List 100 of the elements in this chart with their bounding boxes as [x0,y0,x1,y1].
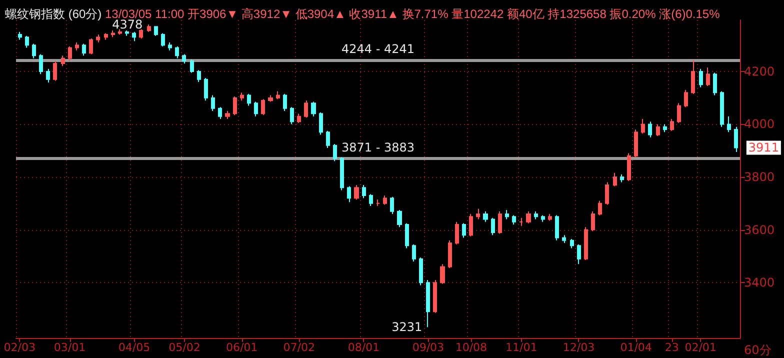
candlestick [412,244,416,262]
candlestick [261,98,265,116]
candlestick [118,28,122,36]
candlestick [548,213,552,222]
candlestick [663,124,667,133]
x-tick-label: 02/01 [684,341,716,354]
x-tick-label: 06/01 [226,341,258,354]
x-tick-label: 12/03 [562,341,595,354]
candlestick [684,89,688,108]
candlestick [656,124,660,137]
candlestick [354,184,359,200]
candlestick [699,68,703,88]
candlestick [720,90,724,128]
candlestick [562,234,566,244]
candlestick [369,194,373,207]
candlestick [483,210,488,222]
ref-line-label: 4244 - 4241 [341,42,415,56]
candlestick [383,194,387,206]
candlestick [96,34,100,43]
y-tick-label: 3800 [744,170,775,184]
candlestick [82,43,86,56]
candlestick [405,222,409,249]
candlestick [634,129,638,158]
candlestick [555,214,559,241]
x-tick-label: 04/05 [118,341,150,354]
x-tick-label: 08/01 [348,341,380,354]
candlestick [75,42,79,51]
candlestick [476,208,480,220]
candlestick [727,116,731,133]
candlestick [734,126,738,152]
candlestick [419,257,423,286]
candlestick [505,210,509,220]
y-tick-label: 4200 [744,64,775,78]
x-tick-label: 02/03 [4,341,36,354]
candlestick [25,35,29,48]
candlestick [433,279,437,314]
candlestick [197,70,201,83]
candlestick [376,198,380,207]
candlestick [613,172,617,187]
candlestick [283,93,287,112]
candlestick [534,210,538,220]
candlestick [641,118,645,134]
y-tick-label: 3600 [744,222,775,237]
candlestick [440,264,445,284]
candlestick [426,279,430,328]
candlestick [233,96,237,116]
candlestick [190,59,194,74]
candlestick [620,174,624,183]
candlestick [290,106,294,125]
candlestick [53,60,57,82]
candlestick [584,226,588,261]
candlestick [340,156,344,191]
candlestick [326,130,330,148]
candlestick [32,43,36,59]
candlestick [577,244,581,265]
candlestick [104,32,108,40]
candlestick [713,72,717,96]
candlestick [211,94,215,112]
candlestick [397,210,402,228]
candlestick [591,210,595,232]
candlestick [333,144,337,162]
candlestick [512,214,516,226]
candlestick [627,152,631,182]
candlestick [168,42,172,51]
candlestick [240,92,244,101]
candlestick [89,38,93,55]
candlestick [706,67,710,86]
candlestick [462,222,466,238]
chart-title: 螺纹钢指数 (60分) [5,7,102,21]
candlestick [469,213,473,237]
candlestick [254,101,258,117]
y-tick-label: 4000 [744,117,775,132]
candlestick [111,30,115,38]
x-axis-title: 60分 [744,343,772,357]
x-tick-label: 03/01 [54,341,86,354]
candlestick [297,113,301,124]
candlestick [311,101,316,117]
candlestick [362,184,366,199]
candlestick [541,214,545,222]
text: 3911 [748,140,779,155]
x-tick-label: 11/01 [506,341,538,354]
candlestick [276,90,280,100]
candlestick [319,112,323,136]
candlestick [61,55,65,67]
candlestick [526,210,531,224]
candlestick [598,200,602,216]
candlestick [648,121,652,138]
candlestick [204,78,208,101]
candlestick [605,182,609,206]
x-tick-label: 09/03 [412,341,444,354]
candlestick [491,217,495,236]
candlestick [519,217,523,226]
candlestick [46,68,50,84]
candlestick [225,110,230,120]
candlestick [182,54,186,64]
candlestick [125,30,129,36]
x-tick-label: 23 [664,341,679,354]
x-tick-label: 05/02 [168,341,200,354]
candlestick [39,54,43,75]
candlestick [390,196,394,214]
